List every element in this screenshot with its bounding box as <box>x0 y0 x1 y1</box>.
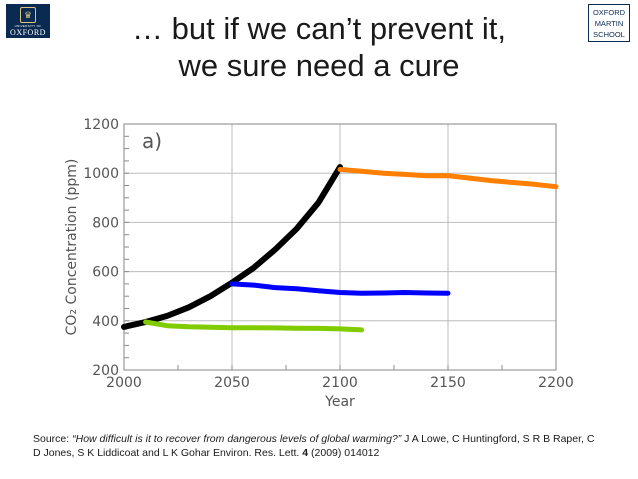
source-volume: 4 <box>302 447 309 459</box>
oxford-university-logo: ♛ UNIVERSITY OF OXFORD <box>6 4 50 38</box>
source-prefix: Source: <box>33 433 73 445</box>
y-tick-label: 400 <box>92 314 119 330</box>
x-tick-label: 2100 <box>322 375 358 391</box>
logo-oms-line3: SCHOOL <box>593 30 625 39</box>
oxford-martin-school-logo: OXFORD MARTIN SCHOOL <box>588 4 630 42</box>
panel-label: a) <box>142 129 162 153</box>
y-tick-label: 600 <box>92 265 119 281</box>
logo-oms-line2: MARTIN <box>594 19 624 28</box>
title-line-2: we sure need a cure <box>178 48 460 83</box>
series-line-3 <box>229 281 451 296</box>
series-line-4 <box>143 319 365 333</box>
y-tick-label: 200 <box>92 363 119 379</box>
logo-oxford-text: OXFORD <box>10 28 46 37</box>
source-year-id: (2009) 014012 <box>308 447 380 459</box>
series-line-2 <box>337 167 559 190</box>
y-axis-label: CO₂ Concentration (ppm) <box>64 159 80 336</box>
y-tick-label: 1200 <box>83 117 119 133</box>
source-authors: J A Lowe, C Huntingford, S R B Raper, C … <box>33 433 595 459</box>
x-tick-label: 2050 <box>214 375 250 391</box>
crest-icon: ♛ <box>20 7 36 23</box>
x-tick-label: 2150 <box>430 375 466 391</box>
source-title: “How difficult is it to recover from dan… <box>72 433 402 445</box>
x-axis-label: Year <box>324 394 355 410</box>
y-tick-label: 1000 <box>83 166 119 182</box>
title-line-1: … but if we can’t prevent it, <box>132 11 506 46</box>
source-citation: Source: “How difficult is it to recover … <box>33 432 603 460</box>
plot-frame <box>123 123 557 371</box>
x-tick-label: 2200 <box>538 375 574 391</box>
y-tick-label: 800 <box>92 215 119 231</box>
logo-university-text: UNIVERSITY OF <box>14 24 42 28</box>
logo-oms-line1: OXFORD <box>592 8 626 17</box>
x-tick-label: 2000 <box>106 375 142 391</box>
slide-title: … but if we can’t prevent it, we sure ne… <box>60 10 578 84</box>
